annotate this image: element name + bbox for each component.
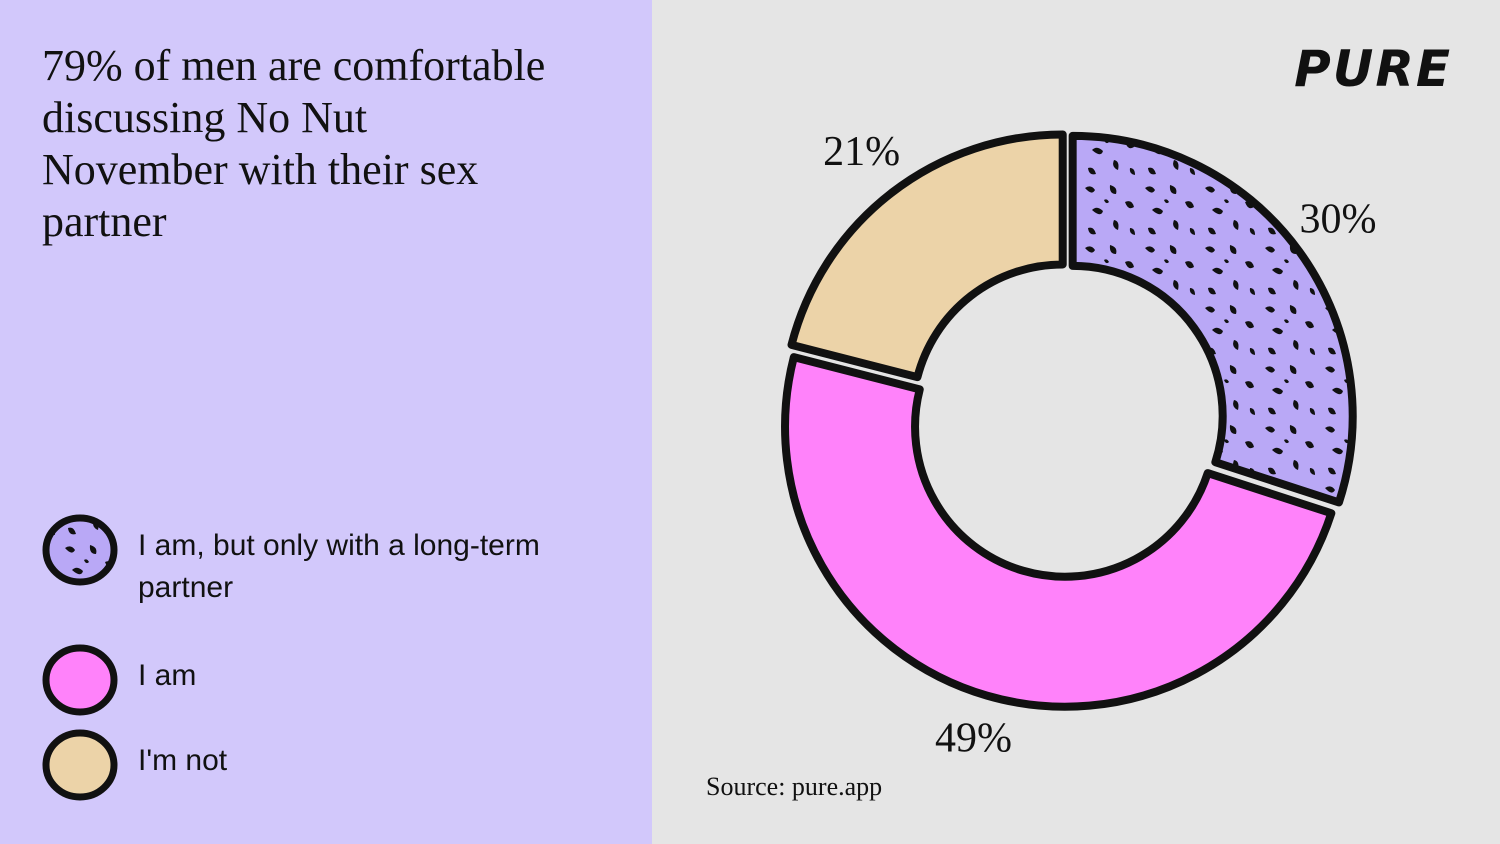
donut-slice bbox=[1068, 131, 1357, 507]
legend-label: I am, but only with a long-term partner bbox=[138, 529, 540, 604]
value-label: 30% bbox=[1300, 197, 1377, 243]
donut-slice bbox=[787, 130, 1067, 382]
legend-swatch bbox=[42, 729, 118, 801]
left-panel bbox=[0, 0, 652, 844]
legend-swatch bbox=[42, 644, 118, 716]
legend-swatch bbox=[42, 514, 118, 586]
legend-label: I'm not bbox=[138, 744, 228, 777]
value-label: 21% bbox=[823, 129, 900, 175]
legend-label: I am bbox=[138, 659, 197, 692]
donut-slice bbox=[781, 353, 1336, 711]
value-label: 49% bbox=[935, 715, 1012, 761]
brand-logo: PURE bbox=[1294, 40, 1452, 98]
source-note: Source: pure.app bbox=[706, 772, 883, 801]
chart-title: 79% of men are comfortable discussing No… bbox=[42, 41, 546, 246]
